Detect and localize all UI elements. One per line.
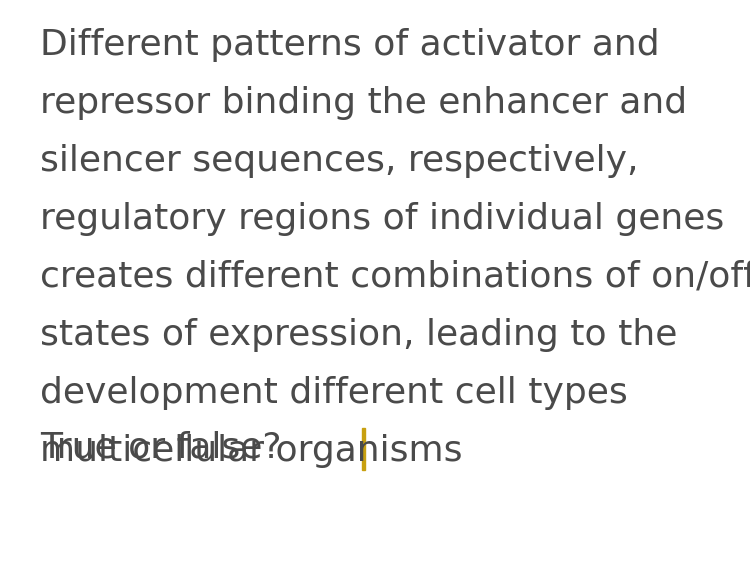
Text: True or false?: True or false? — [40, 430, 281, 464]
Text: multicellular organisms: multicellular organisms — [40, 434, 463, 468]
Text: silencer sequences, respectively,: silencer sequences, respectively, — [40, 144, 638, 178]
Text: development different cell types: development different cell types — [40, 376, 628, 410]
Text: creates different combinations of on/off-: creates different combinations of on/off… — [40, 260, 750, 294]
Text: Different patterns of activator and: Different patterns of activator and — [40, 28, 660, 62]
Bar — [362, 428, 365, 470]
Text: repressor binding the enhancer and: repressor binding the enhancer and — [40, 86, 687, 120]
Text: states of expression, leading to the: states of expression, leading to the — [40, 318, 677, 352]
Text: regulatory regions of individual genes: regulatory regions of individual genes — [40, 202, 724, 236]
